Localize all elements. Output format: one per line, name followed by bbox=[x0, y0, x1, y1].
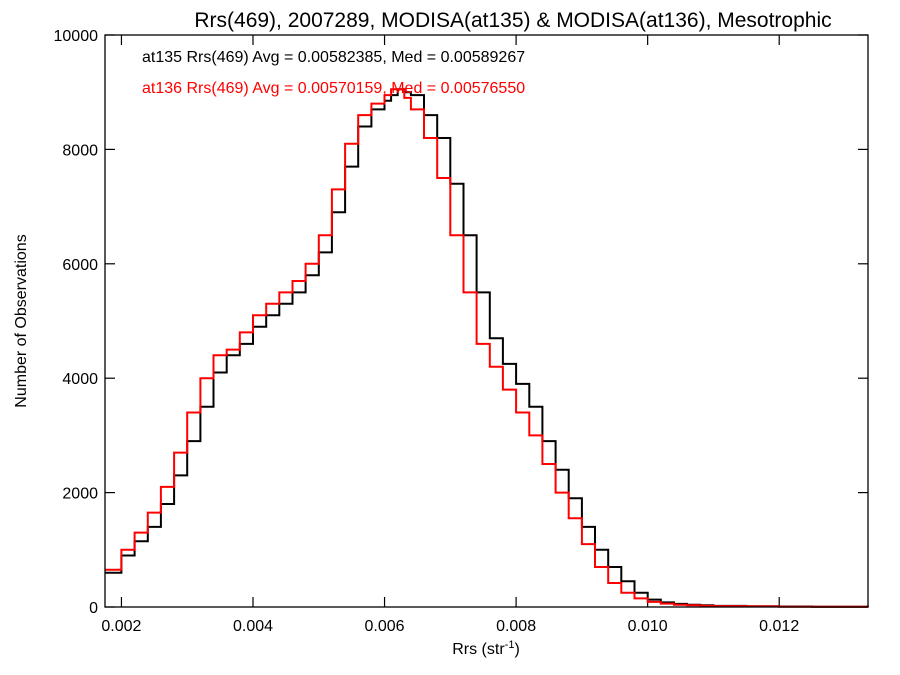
chart-title: Rrs(469), 2007289, MODISA(at135) & MODIS… bbox=[194, 9, 831, 32]
y-tick-label: 4000 bbox=[62, 371, 98, 388]
y-tick-label: 10000 bbox=[54, 28, 99, 45]
x-tick-label: 0.004 bbox=[233, 618, 273, 635]
series-annotation-2: at136 Rrs(469) Avg = 0.00570159, Med = 0… bbox=[142, 80, 525, 97]
x-axis-ticks: 0.002 0.004 0.006 0.008 0.010 0.012 bbox=[101, 35, 799, 635]
y-tick-label: 8000 bbox=[62, 142, 98, 159]
x-tick-label: 0.008 bbox=[496, 618, 536, 635]
x-tick-label: 0.012 bbox=[759, 618, 799, 635]
series-line-1 bbox=[105, 88, 869, 608]
y-tick-label: 0 bbox=[89, 600, 98, 617]
y-axis-ticks: 0 2000 4000 6000 8000 10000 bbox=[54, 28, 868, 617]
plot-frame bbox=[104, 34, 869, 608]
x-axis-label: Rrs (str-1) bbox=[452, 639, 520, 658]
x-axis-label-superscript: -1 bbox=[505, 639, 515, 651]
x-tick-label: 0.010 bbox=[628, 618, 668, 635]
series-line-2 bbox=[105, 88, 869, 608]
series-annotation-1: at135 Rrs(469) Avg = 0.00582385, Med = 0… bbox=[142, 49, 525, 66]
y-axis-label: Number of Observations bbox=[13, 234, 30, 407]
series-layer bbox=[105, 88, 869, 608]
x-tick-label: 0.006 bbox=[365, 618, 405, 635]
x-tick-label: 0.002 bbox=[101, 618, 141, 635]
y-tick-label: 6000 bbox=[62, 257, 98, 274]
annotations: at135 Rrs(469) Avg = 0.00582385, Med = 0… bbox=[142, 49, 525, 97]
y-tick-label: 2000 bbox=[62, 486, 98, 503]
